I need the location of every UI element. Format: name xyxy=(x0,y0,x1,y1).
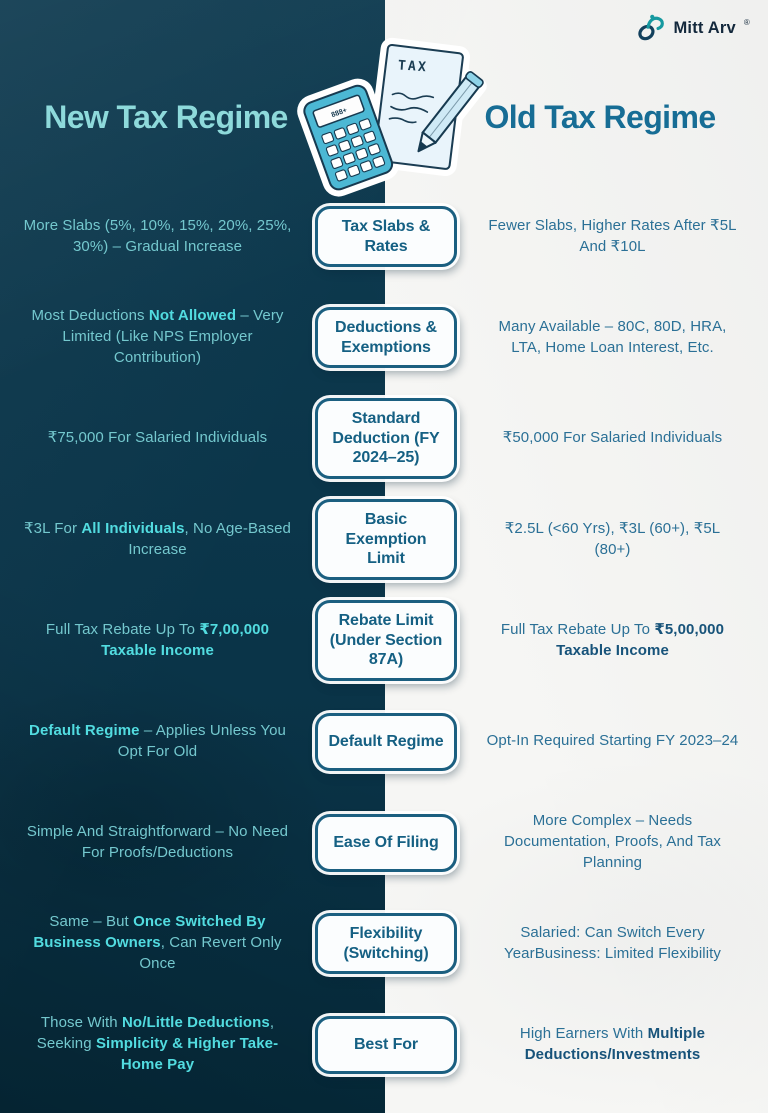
comparison-row: ₹75,000 For Salaried Individuals Standar… xyxy=(0,388,768,489)
old-regime-cell: High Earners With Multiple Deductions/In… xyxy=(457,1024,768,1065)
category-box: Tax Slabs & Rates xyxy=(315,205,457,268)
category-box: Default Regime xyxy=(315,712,457,771)
new-regime-cell: Simple And Straightforward – No Need For… xyxy=(0,822,315,863)
category-label: Deductions & Exemptions xyxy=(335,318,437,356)
new-regime-cell: Most Deductions Not Allowed – Very Limit… xyxy=(0,306,315,368)
old-regime-title: Old Tax Regime xyxy=(484,99,716,135)
comparison-row: Full Tax Rebate Up To ₹7,00,000 Taxable … xyxy=(0,590,768,691)
registered-mark: ® xyxy=(743,17,750,27)
old-regime-cell: ₹50,000 For Salaried Individuals xyxy=(457,428,768,449)
old-regime-text: ₹2.5L (<60 Yrs), ₹3L (60+), ₹5L (80+) xyxy=(504,519,721,558)
old-regime-text: High Earners With Multiple Deductions/In… xyxy=(519,1024,706,1063)
category-label: Ease Of Filing xyxy=(333,833,439,851)
category-label: Rebate Limit (Under Section 87A) xyxy=(329,612,443,669)
category-label: Flexibility (Switching) xyxy=(343,924,429,962)
old-regime-text: Opt-In Required Starting FY 2023–24 xyxy=(486,732,739,750)
old-regime-text: Many Available – 80C, 80D, HRA, LTA, Hom… xyxy=(498,317,727,356)
category-label: Standard Deduction (FY 2024–25) xyxy=(332,410,440,467)
category-box: Standard Deduction (FY 2024–25) xyxy=(315,398,457,479)
category-cell: Basic Exemption Limit xyxy=(315,499,457,580)
category-box: Basic Exemption Limit xyxy=(315,499,457,580)
new-regime-text: Same – But Once Switched By Business Own… xyxy=(33,913,282,972)
comparison-rows: More Slabs (5%, 10%, 15%, 20%, 25%, 30%)… xyxy=(0,186,768,1095)
new-regime-text: Full Tax Rebate Up To ₹7,00,000 Taxable … xyxy=(45,620,270,659)
new-regime-text: ₹75,000 For Salaried Individuals xyxy=(47,429,268,447)
category-cell: Rebate Limit (Under Section 87A) xyxy=(315,600,457,681)
new-regime-text: Most Deductions Not Allowed – Very Limit… xyxy=(31,307,284,366)
category-box: Ease Of Filing xyxy=(315,813,457,872)
category-label: Basic Exemption Limit xyxy=(345,511,427,568)
new-regime-cell: More Slabs (5%, 10%, 15%, 20%, 25%, 30%)… xyxy=(0,216,315,257)
category-label: Tax Slabs & Rates xyxy=(341,217,431,255)
category-label: Best For xyxy=(353,1035,419,1053)
comparison-row: Simple And Straightforward – No Need For… xyxy=(0,792,768,893)
old-regime-text: ₹50,000 For Salaried Individuals xyxy=(502,429,723,447)
category-cell: Best For xyxy=(315,1015,457,1074)
brand-logo: Mitt Arv ® xyxy=(636,13,750,43)
new-regime-text: ₹3L For All Individuals, No Age-Based In… xyxy=(24,519,291,558)
comparison-row: Same – But Once Switched By Business Own… xyxy=(0,893,768,994)
new-regime-cell: ₹3L For All Individuals, No Age-Based In… xyxy=(0,519,315,560)
old-regime-cell: Fewer Slabs, Higher Rates After ₹5L And … xyxy=(457,216,768,257)
new-regime-text: Those With No/Little Deductions, Seeking… xyxy=(36,1014,279,1073)
old-regime-cell: Opt-In Required Starting FY 2023–24 xyxy=(457,731,768,752)
category-cell: Tax Slabs & Rates xyxy=(315,205,457,268)
pencil xyxy=(417,71,484,153)
comparison-row: Default Regime – Applies Unless You Opt … xyxy=(0,691,768,792)
category-cell: Flexibility (Switching) xyxy=(315,912,457,975)
category-label: Default Regime xyxy=(328,732,444,750)
category-box: Deductions & Exemptions xyxy=(315,306,457,369)
old-regime-text: Salaried: Can Switch Every YearBusiness:… xyxy=(503,923,721,962)
new-regime-cell: ₹75,000 For Salaried Individuals xyxy=(0,428,315,449)
new-regime-text: More Slabs (5%, 10%, 15%, 20%, 25%, 30%)… xyxy=(23,216,292,255)
category-box: Best For xyxy=(315,1015,457,1074)
tax-calculator-illustration: TAX 888+ xyxy=(291,34,487,197)
new-regime-cell: Those With No/Little Deductions, Seeking… xyxy=(0,1013,315,1075)
comparison-row: Most Deductions Not Allowed – Very Limit… xyxy=(0,287,768,388)
tax-label: TAX xyxy=(397,58,428,75)
category-box: Rebate Limit (Under Section 87A) xyxy=(315,600,457,681)
brand-name: Mitt Arv xyxy=(673,18,736,37)
old-regime-cell: More Complex – Needs Documentation, Proo… xyxy=(457,811,768,873)
new-regime-cell: Default Regime – Applies Unless You Opt … xyxy=(0,721,315,762)
new-regime-cell: Full Tax Rebate Up To ₹7,00,000 Taxable … xyxy=(0,620,315,661)
infinity-loop-icon xyxy=(638,14,665,41)
category-cell: Ease Of Filing xyxy=(315,813,457,872)
category-cell: Default Regime xyxy=(315,712,457,771)
old-regime-cell: ₹2.5L (<60 Yrs), ₹3L (60+), ₹5L (80+) xyxy=(457,519,768,560)
old-regime-cell: Many Available – 80C, 80D, HRA, LTA, Hom… xyxy=(457,317,768,358)
old-regime-cell: Salaried: Can Switch Every YearBusiness:… xyxy=(457,923,768,964)
category-box: Flexibility (Switching) xyxy=(315,912,457,975)
old-regime-cell: Full Tax Rebate Up To ₹5,00,000 Taxable … xyxy=(457,620,768,661)
comparison-row: More Slabs (5%, 10%, 15%, 20%, 25%, 30%)… xyxy=(0,186,768,287)
new-regime-text: Simple And Straightforward – No Need For… xyxy=(26,822,289,861)
comparison-row: ₹3L For All Individuals, No Age-Based In… xyxy=(0,489,768,590)
comparison-row: Those With No/Little Deductions, Seeking… xyxy=(0,994,768,1095)
old-regime-text: Full Tax Rebate Up To ₹5,00,000 Taxable … xyxy=(500,620,725,659)
new-regime-title: New Tax Regime xyxy=(44,99,288,135)
new-regime-text: Default Regime – Applies Unless You Opt … xyxy=(29,721,286,760)
old-regime-text: More Complex – Needs Documentation, Proo… xyxy=(503,812,721,871)
new-regime-cell: Same – But Once Switched By Business Own… xyxy=(0,912,315,974)
category-cell: Deductions & Exemptions xyxy=(315,306,457,369)
calculator: 888+ xyxy=(303,84,394,191)
old-regime-text: Fewer Slabs, Higher Rates After ₹5L And … xyxy=(488,216,737,255)
category-cell: Standard Deduction (FY 2024–25) xyxy=(315,398,457,479)
